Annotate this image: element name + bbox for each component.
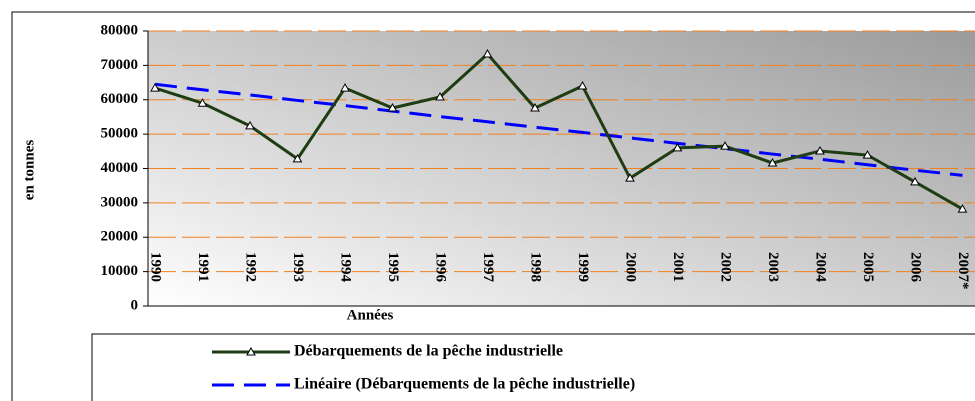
legend-marker: [246, 346, 256, 356]
x-tick-label: 2005: [860, 252, 876, 282]
x-tick-label: 1990: [148, 252, 164, 282]
x-tick-label: 1991: [195, 252, 211, 282]
marker: [387, 102, 398, 112]
y-tick-label: 10000: [101, 263, 139, 279]
series-line: [154, 82, 963, 177]
x-tick-label: 1993: [290, 252, 306, 282]
series-line: [154, 51, 964, 211]
marker: [577, 80, 588, 90]
marker: [910, 176, 920, 186]
x-tick-label: 1996: [433, 252, 449, 283]
marker: [292, 153, 303, 163]
marker: [767, 157, 778, 167]
x-tick-label: 1995: [385, 252, 401, 282]
x-tick-label: 2001: [670, 252, 686, 282]
x-tick-label: 1992: [243, 252, 259, 282]
marker: [150, 83, 160, 92]
x-tick-label: 2000: [623, 252, 639, 282]
x-tick-label: 1994: [338, 252, 354, 283]
marker: [720, 141, 730, 150]
y-tick-label: 0: [131, 297, 139, 313]
marker: [530, 102, 540, 112]
legend-box: [91, 333, 975, 401]
x-tick-label: 2007*: [955, 252, 971, 290]
marker: [862, 150, 873, 159]
marker: [197, 98, 208, 107]
x-axis-title: Années: [347, 307, 394, 323]
x-tick-label: 2003: [765, 252, 781, 282]
y-tick-label: 40000: [101, 160, 139, 176]
x-tick-label: 1997: [480, 252, 496, 283]
marker: [957, 204, 968, 213]
y-tick-label: 80000: [101, 22, 139, 38]
x-tick-label: 2002: [718, 252, 734, 282]
y-tick-label: 30000: [101, 194, 139, 210]
y-tick-label: 60000: [101, 91, 139, 107]
marker: [482, 49, 493, 58]
marker: [625, 173, 635, 182]
marker: [340, 83, 350, 92]
marker: [245, 120, 255, 130]
y-tick-label: 20000: [101, 229, 139, 245]
marker: [672, 142, 683, 152]
legend-label: Débarquements de la pêche industrielle: [294, 343, 563, 360]
x-tick-label: 1999: [575, 252, 591, 282]
y-axis-title: en tonnes: [21, 140, 37, 201]
marker: [435, 91, 445, 101]
x-tick-label: 2006: [908, 252, 924, 283]
y-tick-label: 70000: [101, 57, 139, 73]
x-tick-label: 1998: [528, 252, 544, 282]
x-tick-label: 2004: [813, 252, 829, 283]
legend-label: Linéaire (Débarquements de la pêche indu…: [294, 376, 635, 393]
marker: [815, 145, 825, 155]
y-tick-label: 50000: [101, 126, 139, 142]
